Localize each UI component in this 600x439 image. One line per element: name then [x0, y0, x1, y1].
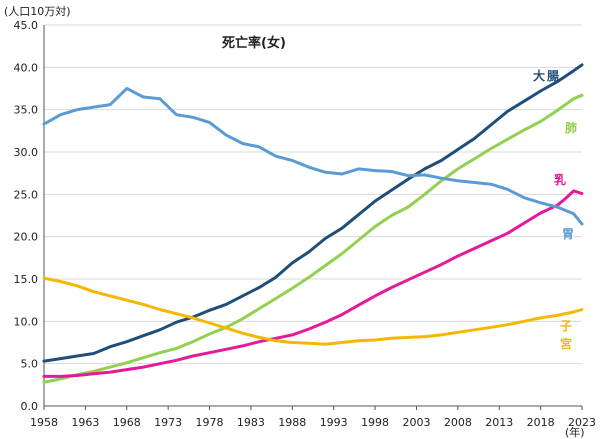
x-tick-labels: 1958 1963 1968 1973 1978 1983 1988 1993 1998 2003… [30, 406, 596, 429]
y-tick-label: 15.0 [14, 273, 39, 286]
series-line-3 [42, 189, 584, 378]
series-label-2: 肺 [565, 120, 577, 135]
y-tick-label: 5.0 [21, 358, 39, 371]
series-line-5 [42, 276, 584, 346]
series-label-3: 乳 [554, 172, 566, 187]
x-tick-label: 1988 [278, 416, 306, 429]
x-tick-label: 1973 [154, 416, 182, 429]
series-label-5: 子 [560, 319, 572, 333]
y-tick-label: 25.0 [14, 188, 39, 201]
x-tick-label: 2008 [444, 416, 472, 429]
series-labels: 大腸肺乳胃子宮 [533, 68, 577, 351]
grid-lines [44, 24, 582, 365]
x-tick-label: 1978 [196, 416, 224, 429]
y-tick-label: 30.0 [14, 146, 39, 159]
y-tick-label: 10.0 [14, 315, 39, 328]
series-line-2 [42, 93, 584, 384]
y-tick-label: 0.0 [21, 400, 39, 413]
x-tick-label: 2018 [527, 416, 555, 429]
x-tick-label: 1983 [237, 416, 265, 429]
axes [43, 25, 582, 407]
x-tick-label: 2003 [402, 416, 430, 429]
x-tick-label: 1998 [361, 416, 389, 429]
y-tick-label: 20.0 [14, 231, 39, 244]
y-tick-label: 40.0 [14, 61, 39, 74]
y-axis-unit-label: (人口10万対) [4, 4, 71, 18]
x-tick-label: 2013 [485, 416, 513, 429]
series-lines [42, 63, 584, 384]
x-axis-unit-label: (年) [565, 425, 585, 439]
y-tick-labels: 0.0 5.0 10.0 15.0 20.0 25.0 30.0 35.0 40.0 45.0 [14, 19, 39, 413]
x-tick-label: 1963 [71, 416, 99, 429]
chart-title: 死亡率(女) [222, 35, 286, 51]
series-label-1: 大 [533, 68, 545, 83]
x-tick-label: 1968 [113, 416, 141, 429]
y-tick-label: 45.0 [14, 19, 39, 32]
x-tick-label: 2023 [568, 416, 596, 429]
x-tick-label: 1958 [30, 416, 58, 429]
series-label-4: 胃 [562, 227, 574, 241]
series-line-4 [42, 87, 584, 226]
x-tick-label: 1993 [320, 416, 348, 429]
y-tick-label: 35.0 [14, 104, 39, 117]
series-line-1 [42, 63, 584, 363]
series-label-1: 腸 [547, 69, 559, 83]
series-label-5: 宮 [560, 336, 572, 351]
